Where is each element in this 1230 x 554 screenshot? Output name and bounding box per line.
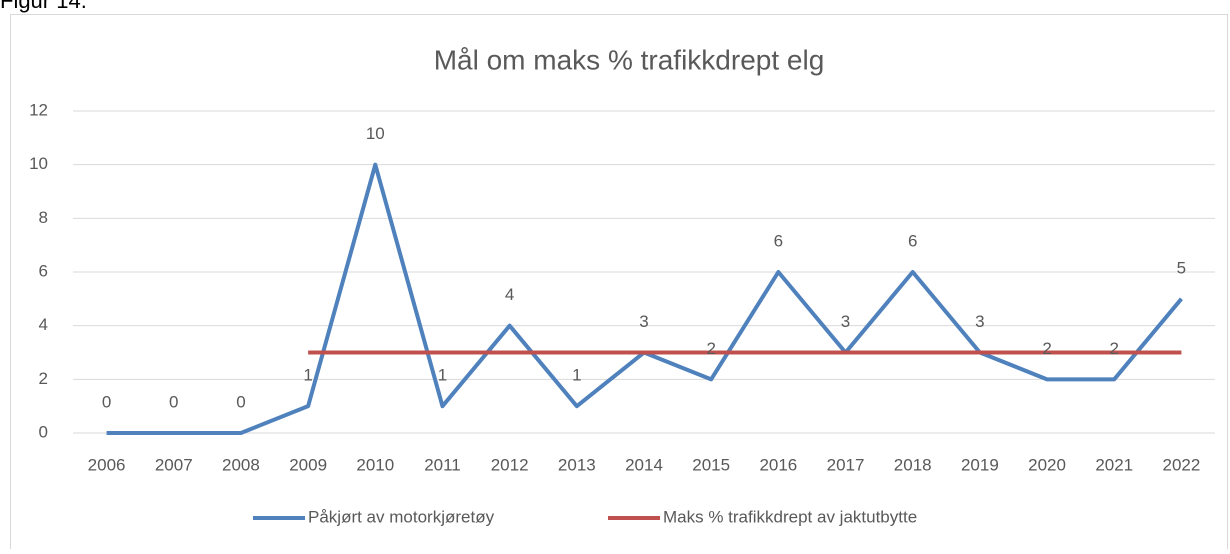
data-label: 2 xyxy=(706,339,715,358)
data-label: 3 xyxy=(975,312,984,331)
data-label: 10 xyxy=(366,124,385,143)
y-tick-label: 0 xyxy=(39,422,48,441)
data-label: 5 xyxy=(1177,258,1186,277)
data-label: 0 xyxy=(102,392,111,411)
data-label: 6 xyxy=(908,231,917,250)
data-label: 1 xyxy=(438,366,447,385)
data-label: 6 xyxy=(774,231,783,250)
y-tick-label: 12 xyxy=(29,100,48,119)
x-tick-label: 2015 xyxy=(692,455,730,474)
y-tick-label: 6 xyxy=(39,261,48,280)
x-tick-label: 2022 xyxy=(1162,455,1200,474)
x-tick-label: 2007 xyxy=(155,455,193,474)
data-label: 1 xyxy=(572,366,581,385)
x-tick-label: 2016 xyxy=(759,455,797,474)
x-tick-label: 2018 xyxy=(894,455,932,474)
y-tick-label: 8 xyxy=(39,208,48,227)
legend-label: Maks % trafikkdrept av jaktutbytte xyxy=(663,507,917,526)
figure-label: Figur 14. xyxy=(0,0,87,13)
x-tick-label: 2021 xyxy=(1095,455,1133,474)
data-label: 1 xyxy=(303,366,312,385)
data-label: 0 xyxy=(236,392,245,411)
x-tick-label: 2012 xyxy=(491,455,529,474)
y-tick-label: 2 xyxy=(39,369,48,388)
legend-label: Påkjørt av motorkjøretøy xyxy=(308,507,495,526)
y-tick-label: 4 xyxy=(39,315,48,334)
x-tick-label: 2020 xyxy=(1028,455,1066,474)
data-label: 3 xyxy=(841,312,850,331)
x-tick-label: 2014 xyxy=(625,455,663,474)
x-tick-label: 2017 xyxy=(827,455,865,474)
chart-title: Mål om maks % trafikkdrept elg xyxy=(434,44,825,75)
data-label: 2 xyxy=(1042,339,1051,358)
chart-border xyxy=(10,14,1228,554)
y-tick-label: 10 xyxy=(29,154,48,173)
x-tick-label: 2009 xyxy=(289,455,327,474)
data-label: 2 xyxy=(1110,339,1119,358)
x-tick-label: 2013 xyxy=(558,455,596,474)
data-label: 0 xyxy=(169,392,178,411)
x-tick-label: 2010 xyxy=(356,455,394,474)
data-label: 3 xyxy=(639,312,648,331)
x-tick-label: 2006 xyxy=(88,455,126,474)
x-tick-label: 2008 xyxy=(222,455,260,474)
x-tick-label: 2011 xyxy=(424,455,461,474)
data-label: 4 xyxy=(505,285,514,304)
x-tick-label: 2019 xyxy=(961,455,999,474)
